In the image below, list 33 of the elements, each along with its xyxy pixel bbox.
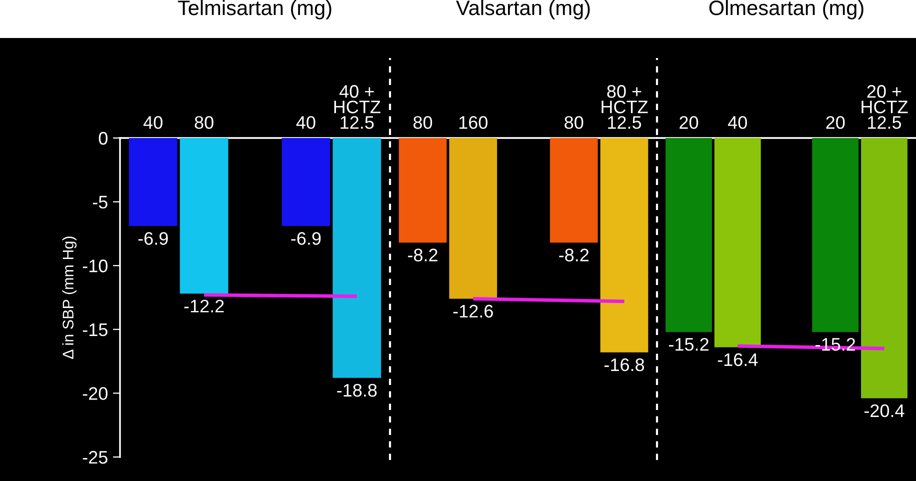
x-tick-label: 40	[296, 116, 316, 129]
chart-title: Telmisartan (mg)	[178, 0, 332, 20]
x-tick-label: 80	[194, 116, 214, 129]
data-label: -8.2	[408, 248, 438, 262]
y-tick-label: -20	[82, 387, 108, 400]
data-label: -20.4	[864, 404, 904, 418]
x-tick-label: 40 + HCTZ 12.5	[334, 85, 380, 129]
data-label: -6.9	[291, 232, 321, 245]
y-axis-title: Δ in SBP (mm Hg)	[62, 236, 77, 359]
data-label: -12.2	[184, 300, 224, 312]
data-label: -6.9	[138, 232, 168, 245]
x-tick-label: 20 + HCTZ 12.5	[862, 85, 908, 129]
y-tick-label: -10	[82, 260, 108, 272]
y-tick-label: -25	[82, 450, 108, 464]
data-label: -8.2	[559, 248, 589, 262]
x-tick-label: 80 + HCTZ 12.5	[602, 85, 648, 129]
data-label: -12.6	[453, 304, 493, 318]
x-tick-label: 160	[459, 116, 488, 129]
x-tick-label: 20	[680, 116, 698, 129]
x-tick-label: 40	[143, 116, 162, 129]
y-tick-label: 0	[98, 132, 108, 145]
x-tick-label: 20	[826, 116, 845, 129]
data-label: -15.2	[668, 338, 708, 351]
y-tick-label: -5	[92, 196, 108, 209]
x-tick-label: 40	[728, 116, 747, 129]
x-tick-label: 80	[413, 116, 432, 129]
y-tick-label: -15	[82, 324, 108, 336]
chart-title: Olmesartan (mg)	[709, 0, 864, 20]
data-label: -18.8	[337, 384, 377, 397]
chart-title: Valsartan (mg)	[456, 0, 590, 20]
x-tick-label: 80	[564, 116, 584, 129]
data-label: -16.8	[604, 358, 644, 372]
data-label: -16.4	[718, 353, 758, 366]
